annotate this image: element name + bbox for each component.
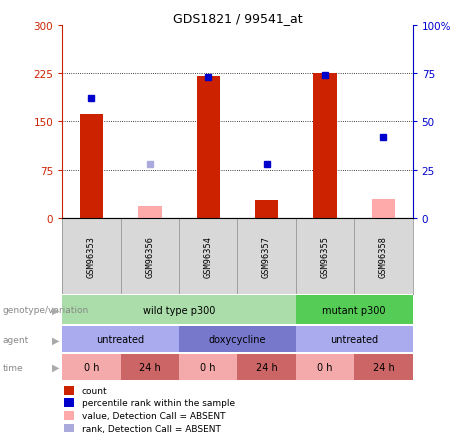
Text: 0 h: 0 h xyxy=(201,362,216,372)
Text: 24 h: 24 h xyxy=(139,362,161,372)
Title: GDS1821 / 99541_at: GDS1821 / 99541_at xyxy=(172,12,302,25)
Text: 0 h: 0 h xyxy=(84,362,99,372)
Bar xyxy=(354,355,413,380)
Text: value, Detection Call = ABSENT: value, Detection Call = ABSENT xyxy=(82,411,225,420)
Bar xyxy=(62,296,296,324)
Bar xyxy=(62,327,179,352)
Text: ▶: ▶ xyxy=(52,305,59,315)
Bar xyxy=(313,74,337,218)
Bar xyxy=(237,355,296,380)
Bar xyxy=(64,424,75,433)
Text: 24 h: 24 h xyxy=(256,362,278,372)
Text: mutant p300: mutant p300 xyxy=(322,305,386,315)
Bar xyxy=(64,386,75,395)
Text: agent: agent xyxy=(2,335,29,344)
Text: GSM96355: GSM96355 xyxy=(320,235,330,277)
Text: GSM96354: GSM96354 xyxy=(204,235,213,277)
Text: percentile rank within the sample: percentile rank within the sample xyxy=(82,398,235,408)
Text: time: time xyxy=(2,363,23,372)
Bar xyxy=(64,398,75,408)
Text: 24 h: 24 h xyxy=(372,362,394,372)
Text: GSM96353: GSM96353 xyxy=(87,235,96,277)
Text: rank, Detection Call = ABSENT: rank, Detection Call = ABSENT xyxy=(82,424,220,433)
Bar xyxy=(64,411,75,420)
Bar xyxy=(296,355,354,380)
Text: wild type p300: wild type p300 xyxy=(143,305,215,315)
Text: GSM96358: GSM96358 xyxy=(379,235,388,277)
Text: untreated: untreated xyxy=(330,335,378,345)
Bar xyxy=(296,296,413,324)
Text: ▶: ▶ xyxy=(52,335,59,345)
Text: genotype/variation: genotype/variation xyxy=(2,306,89,314)
Bar xyxy=(138,207,161,218)
Bar xyxy=(62,355,121,380)
Text: doxycycline: doxycycline xyxy=(209,335,266,345)
Bar xyxy=(121,355,179,380)
Text: 0 h: 0 h xyxy=(317,362,333,372)
Bar xyxy=(80,115,103,218)
Bar xyxy=(296,327,413,352)
Text: untreated: untreated xyxy=(96,335,145,345)
Bar xyxy=(196,77,220,218)
Bar xyxy=(372,199,395,218)
Bar xyxy=(179,327,296,352)
Bar xyxy=(255,201,278,218)
Bar xyxy=(179,355,237,380)
Text: count: count xyxy=(82,386,107,395)
Text: ▶: ▶ xyxy=(52,362,59,372)
Text: GSM96357: GSM96357 xyxy=(262,235,271,277)
Text: GSM96356: GSM96356 xyxy=(145,235,154,277)
